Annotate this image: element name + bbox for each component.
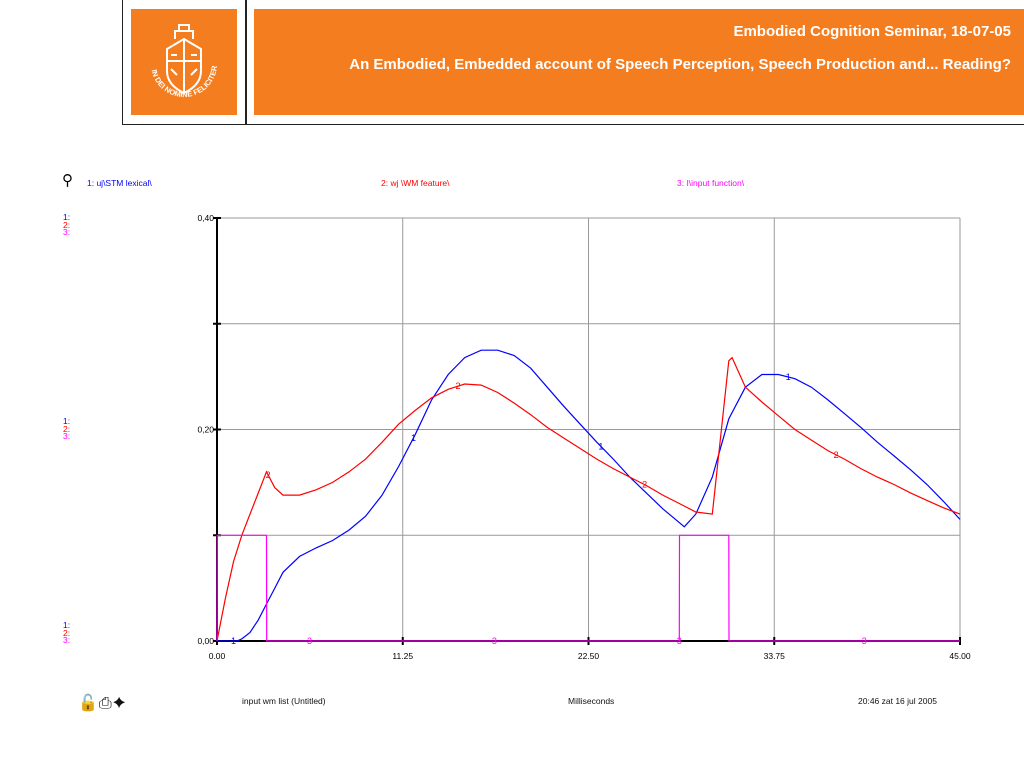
scale-marker-1: 1: — [63, 416, 71, 426]
print-icon[interactable]: ⎙ — [98, 695, 113, 712]
series-marker-label-1: 1 — [598, 441, 603, 451]
scale-marker-1: 1: — [63, 212, 71, 222]
pin-icon[interactable]: ⚲ — [62, 172, 73, 189]
university-logo: IN DEI NOMINE FELICITER — [131, 9, 237, 115]
scale-marker-2: 2: — [63, 627, 71, 638]
x-tick-label: 45.00 — [949, 651, 971, 661]
seal-icon: IN DEI NOMINE FELICITER — [150, 24, 219, 99]
scale-markers-middle: 1: 2: 3: — [63, 416, 71, 441]
series-marker-label-3: 3 — [492, 636, 497, 646]
series-line-1 — [217, 349, 961, 642]
x-tick-label: 11.25 — [392, 651, 413, 661]
legend-item-1: 1: uj\STM lexical\ — [87, 178, 152, 188]
x-tick-label: 22.50 — [578, 651, 600, 661]
series-marker-label-1: 1 — [786, 372, 791, 382]
series-marker-label-1: 1 — [231, 636, 236, 646]
scale-marker-2: 2: — [63, 423, 71, 434]
series-marker-label-3: 3 — [862, 636, 867, 646]
y-tick-label: 0,20 — [197, 425, 214, 435]
y-tick-label: 0,00 — [197, 636, 214, 646]
scale-marker-3: 3: — [63, 431, 71, 441]
footer-toolbar: 🔓⎙✦ — [78, 693, 126, 713]
series-marker-label-3: 3 — [677, 636, 682, 646]
wand-icon[interactable]: ✦ — [112, 695, 127, 712]
legend-item-3: 3: I\input function\ — [677, 178, 745, 188]
series-marker-label-2: 2 — [834, 450, 839, 460]
x-tick-label: 0.00 — [209, 651, 226, 661]
title-bar: Embodied Cognition Seminar, 18-07-05 An … — [254, 9, 1024, 115]
scale-markers-bottom: 1: 2: 3: — [63, 620, 71, 645]
model-name: input wm list (Untitled) — [242, 696, 326, 706]
series-marker-label-2: 2 — [642, 480, 647, 490]
series-marker-label-2: 2 — [266, 470, 271, 480]
seminar-title: Embodied Cognition Seminar, 18-07-05 — [733, 23, 1011, 40]
series-marker-label-2: 2 — [456, 381, 461, 391]
scale-marker-3: 3: — [63, 635, 71, 645]
series-marker-label-3: 3 — [307, 636, 312, 646]
y-tick-label: 0,40 — [197, 213, 214, 223]
x-tick-label: 33.75 — [764, 651, 786, 661]
x-axis-label: Milliseconds — [568, 696, 615, 706]
series-line-3 — [216, 534, 960, 642]
scale-marker-3: 3: — [63, 227, 71, 237]
scale-marker-1: 1: — [63, 620, 71, 630]
header-divider — [245, 0, 247, 124]
header-frame — [122, 0, 1024, 125]
legend-item-2: 2: wj \WM feature\ — [381, 178, 450, 188]
series-line-2 — [216, 356, 961, 642]
presentation-subtitle: An Embodied, Embedded account of Speech … — [349, 56, 1011, 73]
scale-marker-2: 2: — [63, 219, 71, 230]
scale-markers-top: 1: 2: 3: — [63, 212, 71, 237]
lock-icon[interactable]: 🔓 — [78, 695, 99, 712]
series-marker-label-1: 1 — [411, 433, 416, 443]
timestamp: 20:46 zat 16 jul 2005 — [858, 696, 937, 706]
